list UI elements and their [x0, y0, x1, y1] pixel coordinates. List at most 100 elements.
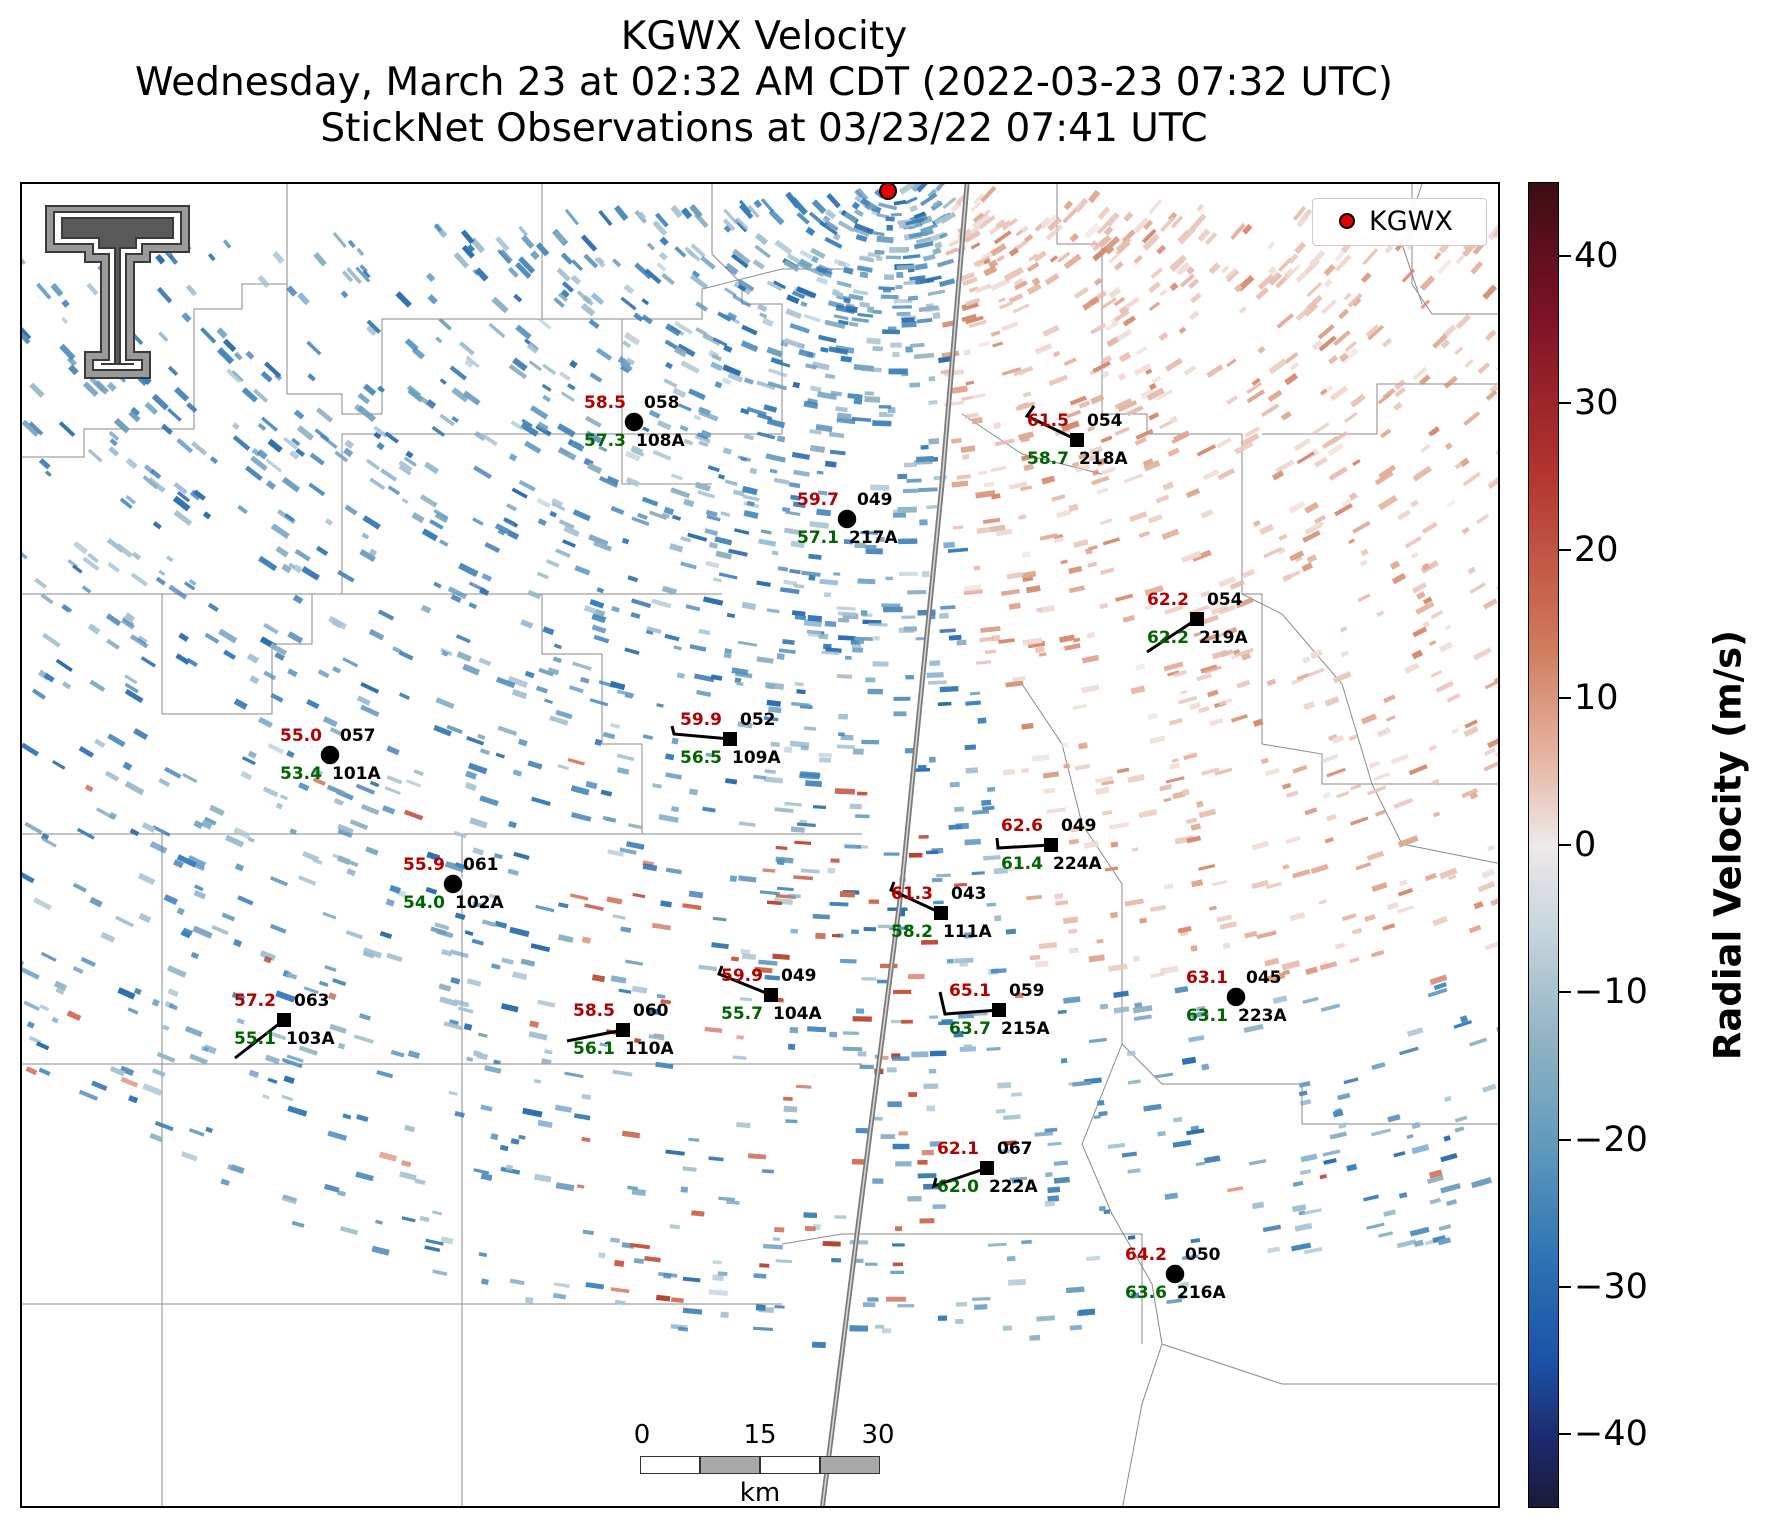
station-wind-direction: 067 — [997, 1139, 1033, 1159]
station-square-icon[interactable] — [764, 988, 778, 1002]
station-108A[interactable]: 58.5 058 57.3 108A — [584, 393, 685, 451]
station-wind-direction: 063 — [294, 991, 330, 1011]
station-temperature: 55.9 — [403, 855, 445, 875]
wind-barb-icon — [717, 965, 772, 997]
radar-marker-icon — [1339, 213, 1355, 229]
calm-wind-circle-icon[interactable] — [1225, 986, 1247, 1008]
radar-site-icon[interactable] — [879, 184, 897, 200]
station-temperature: 58.5 — [584, 393, 626, 413]
calm-wind-circle-icon[interactable] — [623, 411, 645, 433]
station-222A[interactable]: 62.1 067 62.0 222A — [931, 1139, 1038, 1197]
station-id: 216A — [1177, 1283, 1226, 1303]
station-dewpoint: 53.4 — [280, 764, 322, 784]
station-id: 215A — [1001, 1019, 1050, 1039]
station-wind-direction: 052 — [740, 710, 776, 730]
station-square-icon[interactable] — [992, 1003, 1006, 1017]
station-id: 109A — [732, 748, 781, 768]
calm-wind-circle-icon[interactable] — [442, 873, 464, 895]
station-218A[interactable]: 61.5 054 58.7 218A — [1024, 405, 1128, 469]
legend-label: KGWX — [1369, 206, 1453, 237]
station-temperature: 65.1 — [949, 981, 991, 1001]
station-223A[interactable]: 63.1 045 63.1 223A — [1186, 968, 1287, 1026]
scale-label: 0 — [633, 1420, 651, 1450]
station-id: 217A — [849, 528, 898, 548]
station-wind-direction: 058 — [644, 393, 680, 413]
station-224A[interactable]: 62.6 049 61.4 224A — [995, 816, 1102, 874]
colorbar-tick — [1559, 1138, 1571, 1141]
colorbar-tick-label: −40 — [1574, 1414, 1648, 1455]
station-square-icon[interactable] — [616, 1023, 630, 1037]
calm-wind-circle-icon[interactable] — [836, 508, 858, 530]
station-dewpoint: 63.7 — [949, 1019, 991, 1039]
station-id: 101A — [332, 764, 381, 784]
station-square-icon[interactable] — [723, 732, 737, 746]
station-id: 224A — [1053, 854, 1102, 874]
station-square-icon[interactable] — [934, 906, 948, 920]
station-temperature: 62.6 — [1001, 816, 1043, 836]
calm-wind-circle-icon[interactable] — [319, 744, 341, 766]
station-dewpoint: 56.5 — [680, 748, 722, 768]
colorbar-tick-label: −20 — [1574, 1119, 1648, 1160]
station-square-icon[interactable] — [1190, 612, 1204, 626]
station-temperature: 59.9 — [680, 710, 722, 730]
colorbar-tick-label: −30 — [1574, 1267, 1648, 1307]
station-temperature: 61.5 — [1027, 411, 1069, 431]
station-dewpoint: 58.2 — [891, 922, 933, 942]
wind-barb-icon — [670, 725, 731, 741]
station-id: 222A — [989, 1177, 1038, 1197]
title-line-1: KGWX Velocity — [620, 14, 908, 59]
station-101A[interactable]: 55.0 057 53.4 101A — [280, 726, 381, 784]
station-temperature: 63.1 — [1186, 968, 1228, 988]
colorbar-tick-label: −10 — [1574, 972, 1648, 1013]
station-dewpoint: 56.1 — [573, 1039, 615, 1059]
radar-map[interactable]: 58.5 058 57.3 108A 61.5 054 58.7 218A 59.7 049 57.… — [20, 182, 1500, 1508]
station-square-icon[interactable] — [1044, 838, 1058, 852]
wind-barb-icon — [1024, 405, 1078, 442]
station-102A[interactable]: 55.9 061 54.0 102A — [403, 855, 504, 913]
station-dewpoint: 62.0 — [937, 1177, 979, 1197]
station-square-icon[interactable] — [1070, 433, 1084, 447]
colorbar-label: Radial Velocity (m/s) — [1706, 629, 1750, 1061]
station-216A[interactable]: 64.2 050 63.6 216A — [1125, 1245, 1226, 1303]
station-wind-direction: 049 — [781, 966, 817, 986]
station-wind-direction: 061 — [463, 855, 499, 875]
station-id: 103A — [286, 1029, 335, 1049]
station-dewpoint: 57.1 — [797, 528, 839, 548]
wind-barb-icon — [566, 1028, 624, 1043]
station-wind-direction: 050 — [1185, 1245, 1221, 1265]
station-temperature: 57.2 — [234, 991, 276, 1011]
colorbar-tick-label: 30 — [1574, 383, 1619, 423]
station-wind-direction: 049 — [857, 490, 893, 510]
station-dewpoint: 55.7 — [721, 1004, 763, 1024]
station-wind-direction: 060 — [633, 1001, 669, 1021]
colorbar-tick-label: 0 — [1574, 825, 1597, 865]
station-square-icon[interactable] — [277, 1013, 291, 1027]
station-110A[interactable]: 58.5 060 56.1 110A — [566, 1001, 674, 1059]
radar-site-marker[interactable] — [879, 184, 897, 200]
station-dewpoint: 63.6 — [1125, 1283, 1167, 1303]
colorbar-tick — [1559, 402, 1571, 404]
station-dewpoint: 62.2 — [1147, 628, 1189, 648]
station-104A[interactable]: 59.9 049 55.7 104A — [717, 965, 822, 1024]
station-dewpoint: 63.1 — [1186, 1006, 1228, 1026]
wind-barb-icon — [995, 837, 1052, 850]
station-temperature: 55.0 — [280, 726, 322, 746]
station-dewpoint: 54.0 — [403, 893, 445, 913]
radar-velocity-gates — [22, 184, 1498, 1348]
station-215A[interactable]: 65.1 059 63.7 215A — [938, 981, 1050, 1039]
station-id: 104A — [773, 1004, 822, 1024]
calm-wind-circle-icon[interactable] — [1164, 1263, 1186, 1285]
station-219A[interactable]: 62.2 054 62.2 219A — [1146, 590, 1248, 654]
station-217A[interactable]: 59.7 049 57.1 217A — [797, 490, 898, 548]
station-square-icon[interactable] — [980, 1161, 994, 1175]
station-103A[interactable]: 57.2 063 55.1 103A — [234, 991, 335, 1060]
station-id: 108A — [636, 431, 685, 451]
scale-segment — [820, 1456, 880, 1474]
station-111A[interactable]: 61.3 043 58.2 111A — [889, 881, 992, 942]
station-wind-direction: 054 — [1207, 590, 1243, 610]
station-dewpoint: 55.1 — [234, 1029, 276, 1049]
colorbar — [1528, 182, 1559, 1508]
station-109A[interactable]: 59.9 052 56.5 109A — [670, 710, 781, 768]
station-dewpoint: 61.4 — [1001, 854, 1043, 874]
station-dewpoint: 57.3 — [584, 431, 626, 451]
